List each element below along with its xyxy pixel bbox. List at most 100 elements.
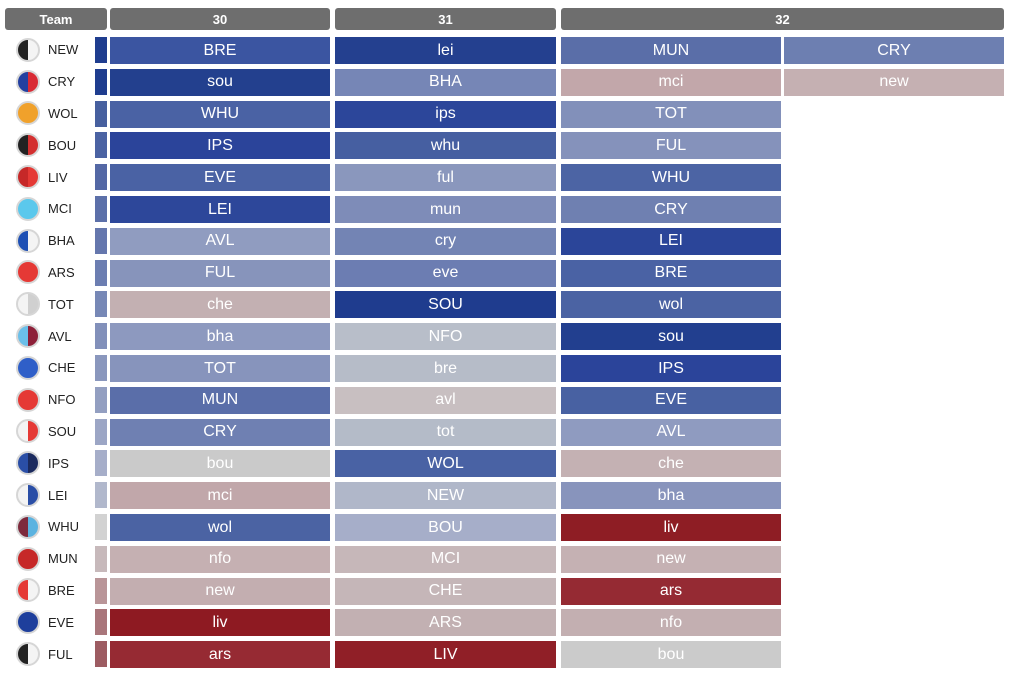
table-row: NFO MUN avl EVE xyxy=(0,384,1010,416)
fixture-cell: AVL xyxy=(110,227,330,255)
fixture-cell: wol xyxy=(110,514,330,541)
fixture-cell: nfo xyxy=(110,545,330,573)
team-cell: FUL xyxy=(16,638,96,670)
team-cell: MCI xyxy=(16,193,96,225)
difficulty-strip xyxy=(95,164,107,191)
fixture-cell: EVE xyxy=(561,386,781,414)
fixture-cell: avl xyxy=(335,386,556,414)
fixture-cell: bou xyxy=(110,450,330,478)
team-name: ARS xyxy=(48,264,75,280)
fixture-cell: tot xyxy=(335,418,556,446)
fixture-cell: whu xyxy=(335,132,556,160)
fixture-cell: new xyxy=(784,68,1004,96)
team-name: AVL xyxy=(48,328,72,344)
team-name: BHA xyxy=(48,233,75,249)
difficulty-strip xyxy=(95,68,107,95)
team-badge-icon xyxy=(16,133,40,158)
team-name: LEI xyxy=(48,487,68,503)
difficulty-strip xyxy=(95,609,107,636)
team-cell: BOU xyxy=(16,129,96,161)
difficulty-strip xyxy=(95,37,107,63)
fixture-cell: ARS xyxy=(335,609,556,637)
fixture-cell: AVL xyxy=(561,418,781,446)
fixture-cell: lei xyxy=(335,37,556,64)
fixture-cell: che xyxy=(110,291,330,319)
table-row: WOL WHU ips TOT xyxy=(0,98,1010,130)
difficulty-strip xyxy=(95,418,107,445)
fixture-cell: WHU xyxy=(561,164,781,192)
table-row: CHE TOT bre IPS xyxy=(0,352,1010,384)
table-row: EVE liv ARS nfo xyxy=(0,606,1010,638)
fixture-cell: BRE xyxy=(561,259,781,287)
fixture-cell: new xyxy=(110,577,330,605)
team-name: NEW xyxy=(48,42,79,58)
difficulty-strip xyxy=(95,450,107,477)
team-name: TOT xyxy=(48,296,74,312)
fixture-cell: bou xyxy=(561,641,781,669)
team-badge-icon xyxy=(16,37,40,62)
difficulty-strip xyxy=(95,227,107,254)
difficulty-strip xyxy=(95,641,107,668)
table-row: MCI LEI mun CRY xyxy=(0,193,1010,225)
team-cell: BHA xyxy=(16,225,96,257)
team-cell: CRY xyxy=(16,66,96,98)
team-name: BOU xyxy=(48,137,77,153)
fixture-cell: BRE xyxy=(110,37,330,64)
fixture-cell: NFO xyxy=(335,323,556,351)
fixture-cell: bre xyxy=(335,355,556,382)
team-badge-icon xyxy=(16,292,40,317)
fixture-cell: cry xyxy=(335,227,556,255)
team-badge-icon xyxy=(16,101,40,126)
fixture-cell: bha xyxy=(110,323,330,351)
team-column-header: Team xyxy=(5,8,107,30)
difficulty-strip xyxy=(95,577,107,604)
team-cell: ARS xyxy=(16,257,96,289)
team-name: WHU xyxy=(48,519,80,535)
fixture-cell: BHA xyxy=(335,68,556,96)
fixture-cell: MUN xyxy=(110,386,330,414)
team-cell: LEI xyxy=(16,479,96,511)
table-row: LEI mci NEW bha xyxy=(0,479,1010,511)
difficulty-strip xyxy=(95,514,107,540)
fixture-cell: eve xyxy=(335,259,556,287)
fixture-cell: mci xyxy=(561,68,781,96)
fixture-cell: TOT xyxy=(110,355,330,382)
fixture-cell: WHU xyxy=(110,100,330,128)
table-row: NEW BRE lei MUN CRY xyxy=(0,34,1010,66)
fixture-cell: ars xyxy=(561,577,781,605)
fixture-cell: IPS xyxy=(110,132,330,160)
fixture-cell: nfo xyxy=(561,609,781,637)
fixture-cell: FUL xyxy=(110,259,330,287)
round-header-31: 31 xyxy=(335,8,556,30)
table-row: LIV EVE ful WHU xyxy=(0,161,1010,193)
difficulty-strip xyxy=(95,323,107,350)
team-badge-icon xyxy=(16,610,40,635)
team-badge-icon xyxy=(16,419,40,444)
team-badge-icon xyxy=(16,483,40,508)
team-name: FUL xyxy=(48,646,73,662)
table-row: AVL bha NFO sou xyxy=(0,320,1010,352)
team-cell: EVE xyxy=(16,606,96,638)
fixture-cell: mci xyxy=(110,482,330,510)
team-name: WOL xyxy=(48,105,78,121)
table-row: TOT che SOU wol xyxy=(0,288,1010,320)
team-badge-icon xyxy=(16,165,40,190)
table-row: MUN nfo MCI new xyxy=(0,543,1010,575)
team-badge-icon xyxy=(16,451,40,476)
team-name: MUN xyxy=(48,551,78,567)
team-name: BRE xyxy=(48,582,75,598)
fixture-cell: FUL xyxy=(561,132,781,160)
team-badge-icon xyxy=(16,324,40,349)
table-row: SOU CRY tot AVL xyxy=(0,416,1010,448)
fixture-cell: IPS xyxy=(561,355,781,382)
team-cell: WOL xyxy=(16,98,96,130)
team-cell: AVL xyxy=(16,320,96,352)
round-header-32: 32 xyxy=(561,8,1004,30)
team-name: LIV xyxy=(48,169,68,185)
team-cell: WHU xyxy=(16,511,96,543)
fixture-cell: bha xyxy=(561,482,781,510)
team-name: IPS xyxy=(48,455,69,471)
team-badge-icon xyxy=(16,228,40,253)
fixture-cell: CRY xyxy=(561,196,781,223)
fixture-cell: sou xyxy=(110,68,330,96)
